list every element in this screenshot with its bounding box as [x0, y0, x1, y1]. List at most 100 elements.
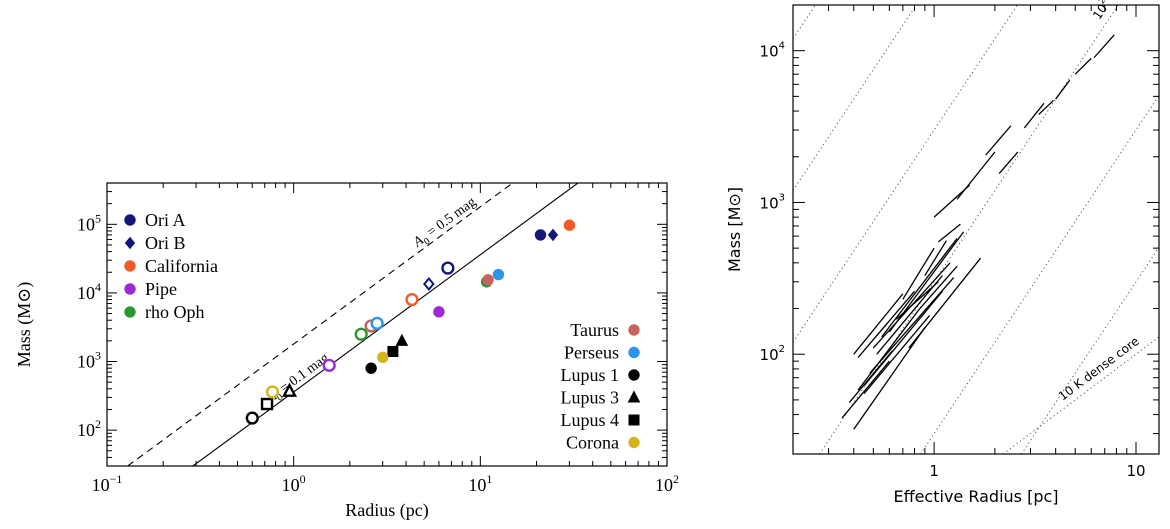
tick-exp: 5 — [95, 211, 101, 225]
axis-label-text: Effective Radius — [893, 487, 1022, 506]
threshold-line — [127, 183, 514, 466]
y-axis-label: Mass [M⊙] — [725, 187, 744, 272]
label-part: = 0.1 mag — [275, 351, 332, 399]
legend-label: rho Oph — [145, 302, 205, 322]
legend-label: Ori A — [145, 210, 186, 230]
tick-base: 10 — [655, 475, 673, 495]
tick-exp: 3 — [779, 192, 785, 203]
axis-label-unit: [pc] — [1022, 487, 1059, 506]
tick-base: 10 — [760, 43, 779, 61]
cloud-segment — [853, 293, 904, 355]
cloud-segment — [924, 240, 947, 276]
tick-exp: 0 — [300, 472, 306, 486]
legend-marker — [124, 283, 136, 295]
cloud-segment — [888, 231, 965, 333]
legend-label: Corona — [566, 433, 619, 453]
data-point — [482, 274, 494, 286]
legend-label: Lupus 1 — [561, 365, 620, 385]
legend-label: California — [145, 256, 218, 276]
legend-label: Lupus 4 — [561, 410, 620, 430]
tick-base: 10 — [77, 283, 95, 303]
y-axis-label: Mass (M⊙) — [14, 282, 35, 368]
cloud-segment — [998, 151, 1019, 174]
x-tick-label: 102 — [655, 472, 679, 495]
x-tick-label: 100 — [282, 472, 306, 495]
data-point — [245, 411, 259, 425]
legend-label: Ori B — [145, 233, 186, 253]
legend-marker — [627, 390, 641, 403]
cloud-segment — [919, 265, 958, 309]
guide-label: 1020 cm−2 — [1088, 0, 1134, 22]
threshold-label: A0 = 0.5 mag — [410, 195, 481, 254]
cloud-segment — [895, 281, 939, 320]
tick-exp: 1 — [486, 472, 492, 486]
tick-base: 10 — [760, 346, 779, 364]
data-point — [395, 333, 409, 346]
data-point — [433, 306, 445, 318]
data-point — [260, 397, 274, 411]
threshold-label: A0 = 0.1 mag — [263, 351, 334, 410]
tick-base: 10 — [77, 352, 95, 372]
guide-label: 10 K dense core — [1056, 334, 1142, 403]
label-sub: 0 — [275, 392, 286, 404]
tick-base: 10 — [282, 475, 300, 495]
cloud-segment — [863, 315, 931, 395]
data-point — [563, 219, 576, 231]
threshold-lines — [127, 183, 579, 466]
guide-lines — [793, 5, 1159, 454]
legend-left: Ori A Ori B California Pipe rho Oph — [124, 210, 218, 322]
tick-exp: 4 — [779, 41, 785, 52]
cloud-segment — [881, 237, 958, 338]
label-exp: 20 — [1097, 0, 1110, 5]
tick-base: 10 — [760, 194, 779, 212]
cloud-segment — [937, 223, 961, 243]
cloud-segment — [841, 360, 890, 419]
x-tick-label: 1 — [929, 462, 939, 480]
data-point — [265, 385, 280, 399]
plot-frame — [106, 182, 668, 467]
tick-exp: 2 — [779, 344, 785, 355]
cloud-segment — [857, 290, 916, 359]
cloud-segment — [863, 290, 943, 387]
data-point — [282, 382, 297, 397]
legend-marker — [628, 414, 640, 426]
data-point — [423, 276, 435, 292]
x-tick-label: 101 — [468, 472, 492, 495]
cloud-segment — [902, 247, 935, 300]
data-point — [441, 261, 455, 275]
guide-line — [793, 5, 816, 39]
cloud-segment — [869, 277, 955, 374]
y-tick-label: 104 — [760, 41, 785, 61]
tick-exp: 3 — [95, 349, 101, 363]
y-tick-label: 102 — [77, 417, 101, 440]
data-point — [377, 351, 389, 364]
data-point — [405, 292, 419, 307]
guide-line — [793, 5, 917, 191]
cloud-segment — [857, 308, 921, 391]
tick-base: 10 — [77, 420, 95, 440]
cloud-segment — [956, 151, 996, 200]
cloud-segments — [841, 34, 1115, 430]
legend-marker — [628, 346, 640, 359]
cloud-segment — [1023, 102, 1045, 129]
data-point — [354, 327, 368, 341]
cloud-segment — [1093, 34, 1115, 59]
legend-marker — [628, 436, 640, 449]
label-part: = 0.5 mag — [422, 195, 479, 243]
legend-label: Perseus — [564, 343, 619, 363]
y-tick-label: 105 — [77, 211, 101, 234]
guide-line — [1002, 336, 1159, 454]
cloud-segment — [1038, 99, 1054, 115]
legend-marker — [124, 306, 136, 318]
x-axis-label: Radius (pc) — [345, 500, 428, 521]
label-sub: 0 — [422, 236, 433, 248]
legend-label: Pipe — [145, 279, 177, 299]
y-tick-label: 102 — [760, 344, 785, 364]
cloud-segment — [853, 327, 926, 430]
